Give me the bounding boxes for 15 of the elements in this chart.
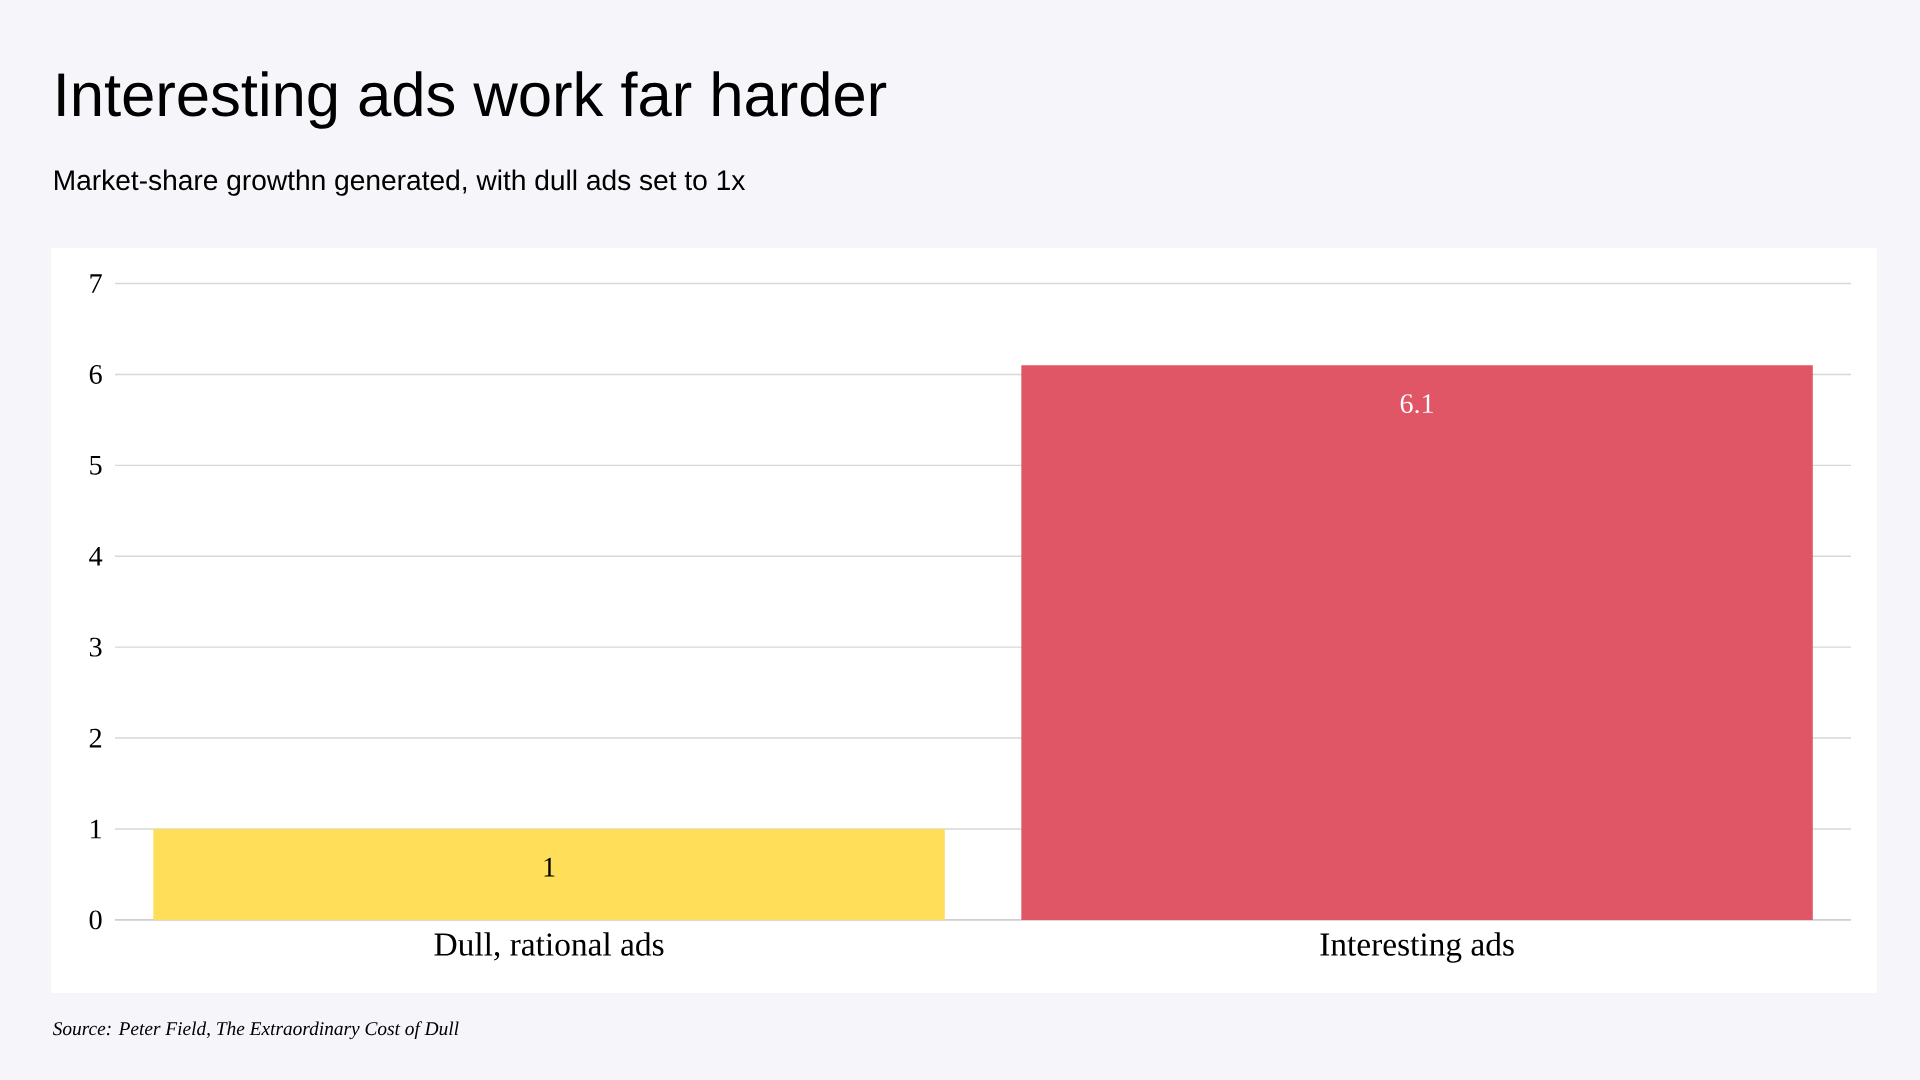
y-tick-label: 5 — [90, 456, 102, 475]
y-tick-label: 3 — [89, 637, 102, 657]
data-label: 6.1 — [1400, 394, 1433, 414]
y-tick-label: 6 — [89, 365, 102, 384]
chart-subtitle: Market-share growthn generated, with dull ads set to 1x — [55, 169, 746, 196]
y-tick-label: 0 — [89, 910, 102, 930]
x-tick-label: Dull, rational ads — [434, 932, 664, 961]
source-note: Source: Peter Field, The Extraordinary Cost of Dull — [52, 1021, 459, 1040]
data-label: 1 — [544, 857, 555, 877]
y-tick-label: 7 — [90, 274, 102, 293]
y-tick-label: 1 — [91, 819, 101, 839]
x-tick-label: Interesting ads — [1320, 932, 1514, 963]
chart-title: Interesting ads work far harder — [58, 71, 887, 129]
y-tick-label: 2 — [89, 728, 102, 748]
y-tick-label: 4 — [89, 547, 103, 566]
